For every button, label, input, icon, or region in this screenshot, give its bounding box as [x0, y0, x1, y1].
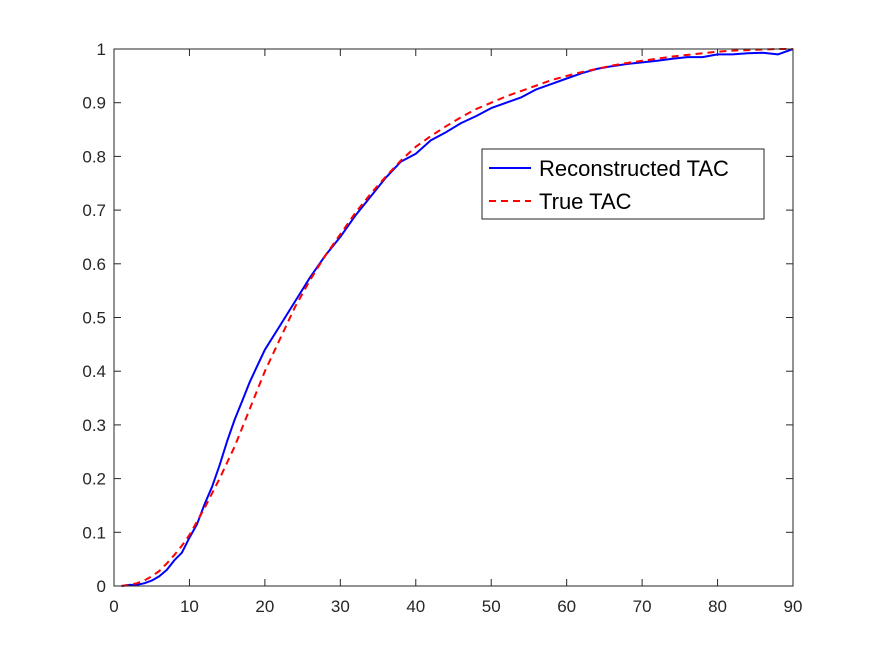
legend-label-reconstructed-tac: Reconstructed TAC — [539, 156, 729, 181]
y-tick-label: 0.6 — [82, 255, 106, 274]
series-layer — [121, 48, 794, 587]
x-tick-label: 40 — [406, 597, 425, 616]
y-tick-label: 0 — [97, 577, 106, 596]
x-tick-label: 60 — [557, 597, 576, 616]
y-tick-label: 0.7 — [82, 201, 106, 220]
plot-area — [114, 49, 793, 586]
y-tick-label: 0.5 — [82, 309, 106, 328]
x-tick-label: 10 — [180, 597, 199, 616]
legend-label-true-tac: True TAC — [539, 189, 632, 214]
ticks-layer: 0 10 20 30 40 50 60 70 80 90 0 0.1 0.2 0.3 0.4 0.5 0.6 0.… — [82, 40, 802, 616]
x-tick-label: 50 — [482, 597, 501, 616]
y-tick-label: 0.4 — [82, 362, 106, 381]
legend: Reconstructed TAC True TAC — [481, 148, 765, 220]
y-tick-label: 0.8 — [82, 147, 106, 166]
x-tick-label: 70 — [633, 597, 652, 616]
y-tick-label: 0.9 — [82, 94, 106, 113]
y-tick-label: 0.3 — [82, 416, 106, 435]
y-tick-label: 1 — [97, 40, 106, 59]
x-tick-label: 20 — [255, 597, 274, 616]
x-tick-label: 30 — [331, 597, 350, 616]
series-line-true-tac — [121, 48, 793, 587]
x-tick-label: 90 — [784, 597, 803, 616]
x-tick-label: 80 — [708, 597, 727, 616]
legend-box — [481, 148, 765, 220]
y-tick-label: 0.1 — [82, 523, 106, 542]
x-tick-label: 0 — [109, 597, 118, 616]
y-tick-label: 0.2 — [82, 470, 106, 489]
